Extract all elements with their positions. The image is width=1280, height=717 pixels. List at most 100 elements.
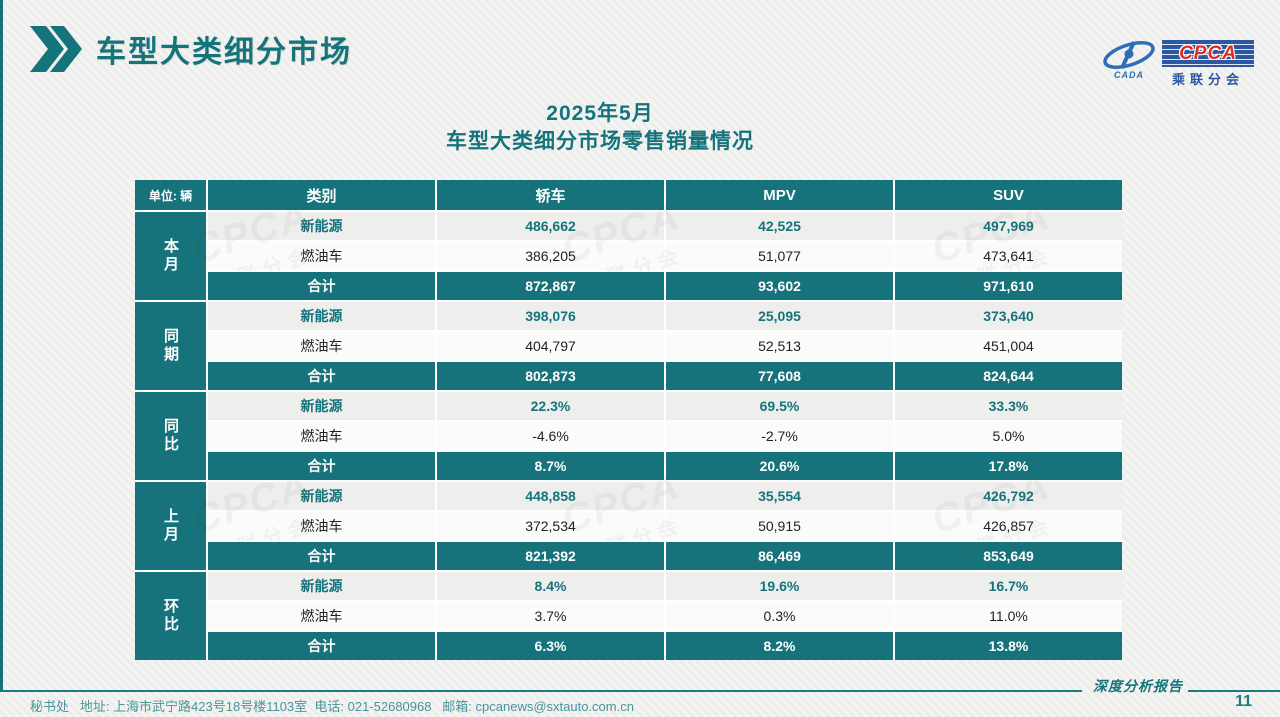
category-cell: 新能源: [208, 212, 435, 240]
value-cell: 386,205: [437, 242, 664, 270]
value-cell: 6.3%: [437, 632, 664, 660]
category-cell: 燃油车: [208, 512, 435, 540]
table-row: 燃油车 372,534 50,915 426,857: [208, 512, 1122, 540]
value-cell: 13.8%: [895, 632, 1122, 660]
value-cell: 22.3%: [437, 392, 664, 420]
table-title: 2025年5月 车型大类细分市场零售销量情况: [135, 100, 1065, 156]
header-cell-suv: SUV: [895, 180, 1122, 210]
row-group-label: 环比: [135, 572, 206, 660]
value-cell: 824,644: [895, 362, 1122, 390]
value-cell: 93,602: [666, 272, 893, 300]
table-title-line2: 车型大类细分市场零售销量情况: [446, 130, 754, 153]
value-cell: 51,077: [666, 242, 893, 270]
value-cell: 404,797: [437, 332, 664, 360]
value-cell: 971,610: [895, 272, 1122, 300]
value-cell: 373,640: [895, 302, 1122, 330]
value-cell: 8.2%: [666, 632, 893, 660]
cpca-wordmark: CPCA 乘联分会: [1162, 40, 1254, 88]
value-cell: 3.7%: [437, 602, 664, 630]
table-row: 合计 821,392 86,469 853,649: [208, 542, 1122, 570]
value-cell: 486,662: [437, 212, 664, 240]
page-title: 车型大类细分市场: [96, 36, 352, 69]
value-cell: 448,858: [437, 482, 664, 510]
value-cell: 872,867: [437, 272, 664, 300]
value-cell: 426,792: [895, 482, 1122, 510]
branch-label: 乘联分会: [1171, 72, 1244, 87]
footer-contact-info: 秘书处 地址: 上海市武宁路423号18号楼1103室 电话: 021-5268…: [30, 699, 634, 714]
category-cell: 合计: [208, 632, 435, 660]
table-row: 燃油车 404,797 52,513 451,004: [208, 332, 1122, 360]
value-cell: 426,857: [895, 512, 1122, 540]
double-chevron-icon: [30, 26, 82, 72]
row-group-label: 本月: [135, 212, 206, 300]
row-group-label: 同比: [135, 392, 206, 480]
value-cell: 33.3%: [895, 392, 1122, 420]
value-cell: 17.8%: [895, 452, 1122, 480]
cpca-logo: CADA CPCA 乘联分会: [1101, 40, 1254, 88]
table-title-line1: 2025年5月: [546, 102, 654, 125]
category-cell: 合计: [208, 362, 435, 390]
page-header: 车型大类细分市场: [30, 26, 352, 72]
footer-rule-right: [1188, 690, 1280, 692]
table-row: 合计 8.7% 20.6% 17.8%: [208, 452, 1122, 480]
table-row: 新能源 448,858 35,554 426,792: [208, 482, 1122, 510]
header-cell-category: 类别: [208, 180, 435, 210]
table-row: 燃油车 -4.6% -2.7% 5.0%: [208, 422, 1122, 450]
value-cell: -2.7%: [666, 422, 893, 450]
table-group-yoy: 同比 新能源 22.3% 69.5% 33.3% 燃油车 -4.6% -2.7%…: [135, 392, 1122, 480]
table-group-same-period: 同期 新能源 398,076 25,095 373,640 燃油车 404,79…: [135, 302, 1122, 390]
category-cell: 燃油车: [208, 242, 435, 270]
page-number: 11: [1235, 693, 1252, 710]
table-row: 合计 872,867 93,602 971,610: [208, 272, 1122, 300]
table-row: 合计 802,873 77,608 824,644: [208, 362, 1122, 390]
footer-rule-left: [0, 690, 1082, 692]
value-cell: 8.4%: [437, 572, 664, 600]
value-cell: 11.0%: [895, 602, 1122, 630]
table-group-last-month: 上月 新能源 448,858 35,554 426,792 燃油车 372,53…: [135, 482, 1122, 570]
value-cell: 821,392: [437, 542, 664, 570]
table-row: 新能源 22.3% 69.5% 33.3%: [208, 392, 1122, 420]
category-cell: 新能源: [208, 482, 435, 510]
category-cell: 燃油车: [208, 422, 435, 450]
category-cell: 燃油车: [208, 602, 435, 630]
cpca-label: CPCA: [1179, 42, 1237, 64]
value-cell: 497,969: [895, 212, 1122, 240]
category-cell: 合计: [208, 452, 435, 480]
value-cell: 398,076: [437, 302, 664, 330]
table-group-mom: 环比 新能源 8.4% 19.6% 16.7% 燃油车 3.7% 0.3% 11…: [135, 572, 1122, 660]
cpca-box: CPCA: [1162, 40, 1254, 67]
category-cell: 新能源: [208, 302, 435, 330]
unit-label-cell: 单位: 辆: [135, 180, 206, 210]
value-cell: 35,554: [666, 482, 893, 510]
value-cell: 8.7%: [437, 452, 664, 480]
value-cell: 50,915: [666, 512, 893, 540]
value-cell: 372,534: [437, 512, 664, 540]
table-group-current-month: 本月 新能源 486,662 42,525 497,969 燃油车 386,20…: [135, 212, 1122, 300]
category-cell: 燃油车: [208, 332, 435, 360]
table-row: 燃油车 386,205 51,077 473,641: [208, 242, 1122, 270]
value-cell: 19.6%: [666, 572, 893, 600]
sales-table: 单位: 辆 类别 轿车 MPV SUV 本月 新能源 486,662 42,52…: [135, 180, 1122, 660]
value-cell: 69.5%: [666, 392, 893, 420]
value-cell: 16.7%: [895, 572, 1122, 600]
value-cell: 20.6%: [666, 452, 893, 480]
value-cell: 0.3%: [666, 602, 893, 630]
value-cell: 42,525: [666, 212, 893, 240]
category-cell: 新能源: [208, 572, 435, 600]
value-cell: 451,004: [895, 332, 1122, 360]
table-row: 新能源 398,076 25,095 373,640: [208, 302, 1122, 330]
row-group-label: 同期: [135, 302, 206, 390]
value-cell: 802,873: [437, 362, 664, 390]
value-cell: 5.0%: [895, 422, 1122, 450]
category-cell: 合计: [208, 542, 435, 570]
value-cell: 853,649: [895, 542, 1122, 570]
value-cell: 473,641: [895, 242, 1122, 270]
table-row: 新能源 8.4% 19.6% 16.7%: [208, 572, 1122, 600]
left-accent-bar: [0, 0, 3, 691]
value-cell: 77,608: [666, 362, 893, 390]
value-cell: 52,513: [666, 332, 893, 360]
header-cell-sedan: 轿车: [437, 180, 664, 210]
table-row: 燃油车 3.7% 0.3% 11.0%: [208, 602, 1122, 630]
footer-report-label: 深度分析报告: [1093, 679, 1183, 695]
